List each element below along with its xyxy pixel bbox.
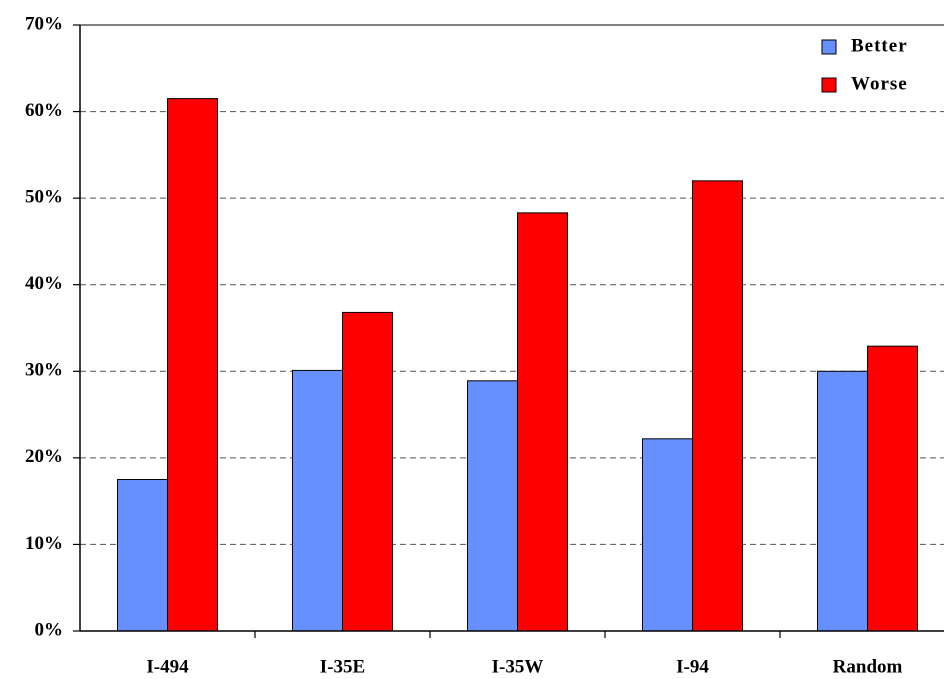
bar: [642, 438, 693, 632]
legend-swatch: [821, 39, 837, 55]
y-tick-label: 0%: [35, 619, 64, 640]
x-tick-label: I-35W: [492, 656, 544, 677]
bar: [692, 180, 743, 632]
legend-label: Worse: [851, 73, 908, 94]
x-tick-label: I-35E: [320, 656, 365, 677]
x-tick-label: I-494: [146, 656, 189, 677]
y-tick-label: 30%: [25, 360, 63, 381]
x-tick-label: Random: [833, 656, 903, 677]
y-tick-label: 20%: [25, 446, 63, 467]
y-tick-label: 70%: [25, 13, 63, 34]
legend-swatch: [821, 77, 837, 93]
y-tick-label: 60%: [25, 100, 63, 121]
bar: [817, 370, 868, 632]
bar: [292, 369, 343, 632]
bar: [117, 479, 168, 632]
x-tick-label: I-94: [676, 656, 709, 677]
bar: [467, 380, 518, 632]
bar: [867, 345, 918, 632]
y-tick-label: 40%: [25, 273, 63, 294]
bar: [342, 311, 393, 632]
y-tick-label: 10%: [25, 533, 63, 554]
bar: [167, 98, 218, 632]
y-tick-label: 50%: [25, 187, 63, 208]
bar: [517, 212, 568, 632]
legend-label: Better: [851, 35, 908, 56]
